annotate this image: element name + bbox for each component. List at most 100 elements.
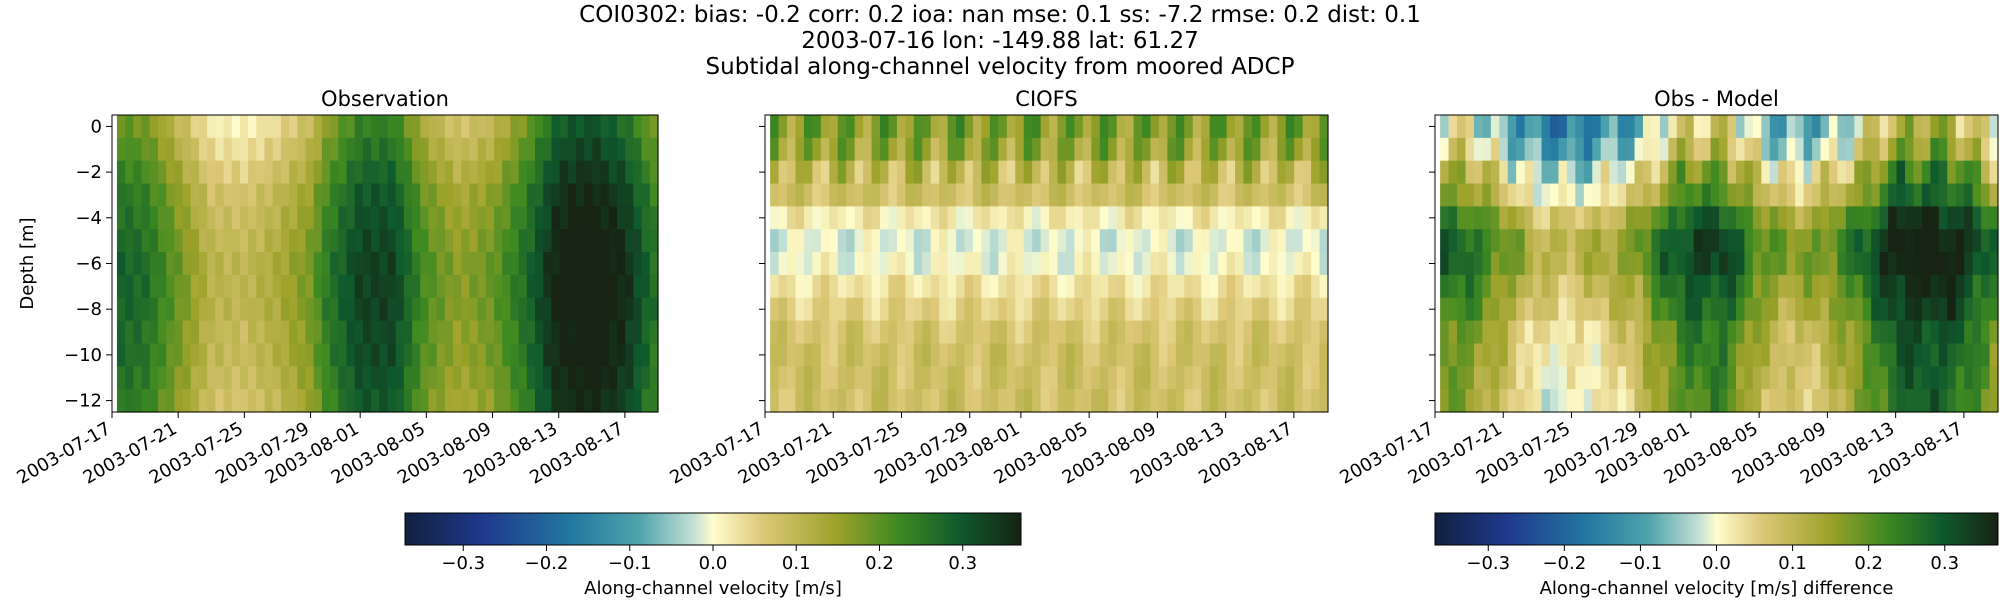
heatmap-cell	[1507, 389, 1517, 413]
heatmap-cell	[1981, 137, 1991, 162]
heatmap-cell	[1566, 137, 1576, 162]
heatmap-cell	[379, 274, 389, 299]
heatmap-cell	[829, 252, 839, 276]
heatmap-cell	[1710, 206, 1720, 230]
heatmap-cell	[1778, 183, 1788, 207]
heatmap-cell	[1184, 320, 1194, 345]
heatmap-cell	[412, 252, 421, 276]
heatmap-cell	[1260, 366, 1270, 390]
heatmap-cell	[854, 252, 864, 276]
heatmap-cell	[1108, 229, 1118, 253]
heatmap-cell	[1592, 343, 1602, 367]
heatmap-cell	[1837, 160, 1847, 185]
heatmap-cell	[1600, 274, 1610, 299]
heatmap-cell	[1294, 160, 1304, 185]
heatmap-cell	[256, 389, 266, 413]
heatmap-cell	[1524, 229, 1534, 253]
heatmap-cell	[617, 160, 626, 185]
heatmap-cell	[1065, 115, 1076, 139]
heatmap-cell	[1167, 160, 1177, 185]
heatmap-cell	[567, 252, 577, 276]
heatmap-cell	[1049, 229, 1059, 253]
heatmap-cell	[846, 274, 856, 299]
heatmap-cell	[1651, 320, 1661, 345]
heatmap-cell	[1218, 343, 1228, 367]
heatmap-cell	[1209, 252, 1219, 276]
heatmap-cell	[231, 274, 241, 299]
heatmap-cell	[1167, 206, 1177, 230]
heatmap-cell	[1888, 252, 1898, 276]
heatmap-cell	[1778, 366, 1788, 390]
heatmap-cell	[305, 297, 315, 322]
heatmap-cell	[1040, 320, 1050, 345]
heatmap-cell	[1854, 320, 1864, 345]
heatmap-cell	[1482, 183, 1492, 207]
heatmap-cell	[330, 160, 339, 185]
heatmap-cell	[1142, 274, 1152, 299]
heatmap-cell	[436, 252, 446, 276]
heatmap-cell	[1133, 389, 1143, 413]
heatmap-cell	[1040, 252, 1050, 276]
heatmap-cell	[1277, 183, 1287, 207]
heatmap-cell	[1192, 343, 1202, 367]
heatmap-cell	[272, 274, 282, 299]
heatmap-cell	[1499, 229, 1509, 253]
heatmap-cell	[1294, 366, 1304, 390]
heatmap-cell	[1575, 366, 1585, 390]
heatmap-cell	[321, 320, 331, 345]
figure-title-line-2: 2003-07-16 lon: -149.88 lat: 61.27	[801, 28, 1199, 54]
heatmap-cell	[1091, 320, 1101, 345]
heatmap-cell	[420, 206, 430, 230]
heatmap-cell	[1676, 274, 1686, 299]
heatmap-cell	[1167, 389, 1177, 413]
heatmap-cell	[1972, 389, 1982, 413]
heatmap-cell	[305, 137, 315, 162]
heatmap-cell	[412, 343, 421, 367]
heatmap-cell	[1634, 229, 1644, 253]
heatmap-cell	[1634, 297, 1644, 322]
heatmap-cell	[157, 183, 167, 207]
heatmap-cell	[641, 297, 651, 322]
heatmap-cell	[1727, 160, 1737, 185]
heatmap-cell	[1040, 343, 1050, 367]
heatmap-cell	[485, 206, 495, 230]
heatmap-cell	[518, 297, 528, 322]
heatmap-cell	[362, 389, 372, 413]
heatmap-cell	[207, 320, 216, 345]
heatmap-cell	[1184, 297, 1194, 322]
heatmap-cell	[1524, 206, 1534, 230]
heatmap-cell	[166, 137, 175, 162]
heatmap-cell	[330, 297, 339, 322]
heatmap-cell	[625, 206, 635, 230]
heatmap-cell	[1541, 320, 1551, 345]
heatmap-cell	[1285, 274, 1295, 299]
heatmap-cell	[1575, 229, 1585, 253]
heatmap-cell	[1125, 320, 1135, 345]
heatmap-cell	[1285, 160, 1295, 185]
heatmap-cell	[1448, 274, 1458, 299]
heatmap-cell	[1685, 115, 1695, 139]
heatmap-cell	[617, 366, 626, 390]
heatmap-cell	[1786, 229, 1796, 253]
heatmap-cell	[461, 343, 471, 367]
heatmap-cell	[1837, 252, 1847, 276]
heatmap-cell	[125, 343, 134, 367]
heatmap-cell	[1938, 160, 1948, 185]
heatmap-cell	[1243, 252, 1253, 276]
heatmap-cell	[649, 115, 659, 139]
heatmap-cell	[576, 297, 585, 322]
heatmap-cell	[1905, 183, 1915, 207]
heatmap-cell	[1473, 183, 1483, 207]
heatmap-cell	[913, 252, 923, 276]
heatmap-cell	[1803, 115, 1813, 139]
heatmap-cell	[436, 297, 446, 322]
heatmap-cell	[1668, 206, 1678, 230]
heatmap-cell	[1634, 137, 1644, 162]
heatmap-cell	[1201, 229, 1211, 253]
heatmap-cell	[174, 389, 184, 413]
heatmap-cell	[116, 389, 126, 413]
heatmap-cell	[1617, 115, 1627, 139]
heatmap-cell	[305, 274, 315, 299]
heatmap-cell	[600, 183, 610, 207]
heatmap-cell	[321, 229, 331, 253]
